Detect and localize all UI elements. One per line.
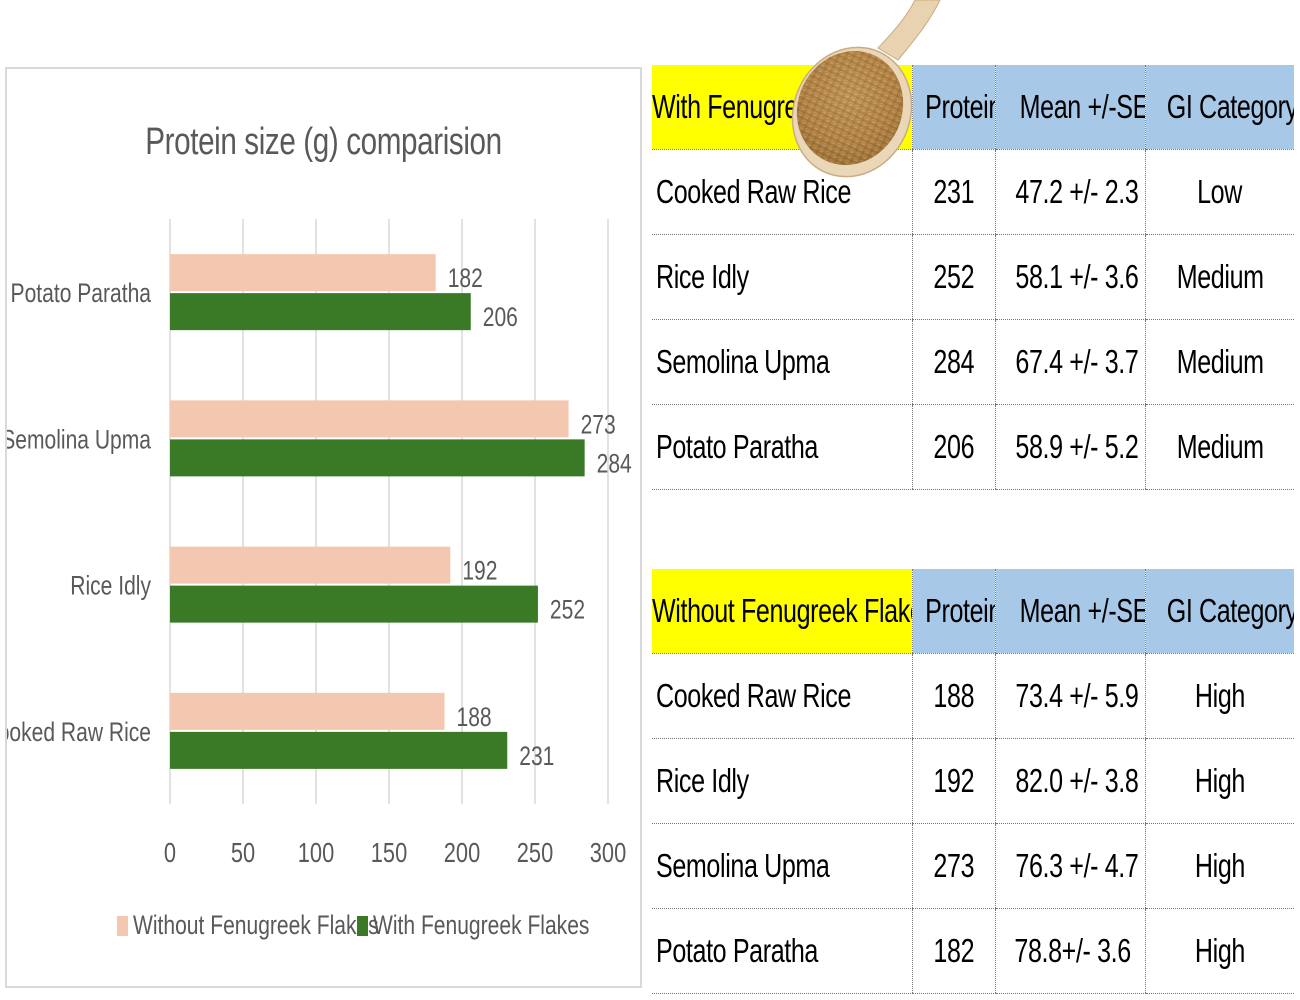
- protein-cell: 192: [911, 738, 995, 824]
- x-tick-label: 150: [371, 837, 407, 868]
- bar-without-fenugreek: [170, 692, 445, 730]
- row-name-cell: Semolina Upma: [652, 319, 912, 405]
- bar-with-fenugreek: [170, 731, 508, 769]
- x-tick-label: 50: [231, 837, 255, 868]
- chart-title: Protein size (g) comparision: [145, 121, 502, 163]
- x-tick-label: 250: [517, 837, 553, 868]
- protein-cell: 273: [911, 823, 995, 909]
- bar-without-fenugreek: [170, 254, 436, 292]
- legend-swatch: [117, 916, 128, 936]
- table-row: Potato Paratha 206 58.9 +/- 5.2 Medium: [652, 404, 1294, 490]
- category-label: Semolina Upma: [7, 425, 151, 455]
- legend-label: With Fenugreek Flakes: [373, 911, 589, 941]
- bar-with-fenugreek: [170, 585, 538, 623]
- gi-category-cell: High: [1144, 823, 1294, 909]
- gi-category-cell: High: [1144, 653, 1294, 739]
- row-name-cell: Cooked Raw Rice: [652, 653, 912, 739]
- category-label: Potato Paratha: [11, 279, 152, 309]
- row-name-cell: Rice Idly: [652, 234, 912, 320]
- header-cell-group: With Fenugreek: [652, 65, 912, 150]
- table-row: Cooked Raw Rice 188 73.4 +/- 5.9 High: [652, 653, 1294, 739]
- table-row: Cooked Raw Rice 231 47.2 +/- 2.3 Low: [652, 149, 1294, 235]
- bar-with-fenugreek: [170, 293, 471, 331]
- row-name-cell: Potato Paratha: [652, 404, 912, 490]
- x-tick-label: 0: [164, 837, 176, 868]
- mean-sem-cell: 78.8+/- 3.6: [994, 908, 1145, 994]
- row-name-cell: Cooked Raw Rice: [652, 149, 912, 235]
- data-label: 284: [597, 449, 632, 479]
- x-tick-label: 300: [590, 837, 626, 868]
- row-name-cell: Semolina Upma: [652, 823, 912, 909]
- data-label: 273: [581, 410, 616, 440]
- gi-category-cell: Medium: [1144, 234, 1294, 320]
- bar-without-fenugreek: [170, 546, 451, 584]
- mean-sem-cell: 47.2 +/- 2.3: [994, 149, 1145, 235]
- x-tick-label: 200: [444, 837, 480, 868]
- protein-cell: 231: [911, 149, 995, 235]
- chart-panel: Protein size (g) comparision 0 50 100 150 20…: [5, 67, 642, 988]
- gi-category-cell: Medium: [1144, 319, 1294, 405]
- mean-sem-cell: 73.4 +/- 5.9: [994, 653, 1145, 739]
- table-row: Semolina Upma 284 67.4 +/- 3.7 Medium: [652, 319, 1294, 405]
- table-row: Semolina Upma 273 76.3 +/- 4.7 High: [652, 823, 1294, 909]
- mean-sem-cell: 82.0 +/- 3.8: [994, 738, 1145, 824]
- protein-cell: 206: [911, 404, 995, 490]
- gi-category-cell: High: [1144, 738, 1294, 824]
- bar-with-fenugreek: [170, 439, 585, 477]
- protein-cell: 252: [911, 234, 995, 320]
- header-cell-gi-category: GI Category: [1144, 65, 1294, 150]
- category-label: Rice Idly: [70, 571, 152, 601]
- data-label: 252: [550, 595, 585, 625]
- mean-sem-cell: 58.9 +/- 5.2: [994, 404, 1145, 490]
- table-without-fenugreek: Without Fenugreek Flakes Protein Mean +/…: [652, 569, 1294, 994]
- table-with-fenugreek: With Fenugreek Protein Mean +/-SEM GI Ca…: [652, 65, 1294, 490]
- table-row: Potato Paratha 182 78.8+/- 3.6 High: [652, 908, 1294, 994]
- data-label: 192: [462, 556, 497, 586]
- table-row: Rice Idly 252 58.1 +/- 3.6 Medium: [652, 234, 1294, 320]
- table-header-row: With Fenugreek Protein Mean +/-SEM GI Ca…: [652, 65, 1294, 150]
- header-cell-protein: Protein: [911, 569, 995, 654]
- header-cell-mean-sem: Mean +/-SEM: [994, 65, 1145, 150]
- x-tick-label: 100: [298, 837, 334, 868]
- data-label: 182: [448, 264, 483, 294]
- category-label: Cooked Raw Rice: [7, 717, 151, 747]
- mean-sem-cell: 76.3 +/- 4.7: [994, 823, 1145, 909]
- data-label: 206: [483, 303, 518, 333]
- gi-category-cell: Low: [1144, 149, 1294, 235]
- legend-label: Without Fenugreek Flakes: [133, 911, 379, 941]
- data-label: 188: [456, 702, 491, 732]
- header-cell-group: Without Fenugreek Flakes: [652, 569, 912, 654]
- mean-sem-cell: 58.1 +/- 3.6: [994, 234, 1145, 320]
- header-cell-mean-sem: Mean +/-SEM: [994, 569, 1145, 654]
- data-label: 231: [519, 741, 554, 771]
- header-cell-protein: Protein: [911, 65, 995, 150]
- legend-swatch: [357, 916, 368, 936]
- protein-cell: 188: [911, 653, 995, 739]
- bar-without-fenugreek: [170, 400, 569, 438]
- mean-sem-cell: 67.4 +/- 3.7: [994, 319, 1145, 405]
- gi-category-cell: High: [1144, 908, 1294, 994]
- gi-category-cell: Medium: [1144, 404, 1294, 490]
- header-cell-gi-category: GI Category: [1144, 569, 1294, 654]
- table-header-row: Without Fenugreek Flakes Protein Mean +/…: [652, 569, 1294, 654]
- protein-cell: 284: [911, 319, 995, 405]
- row-name-cell: Rice Idly: [652, 738, 912, 824]
- row-name-cell: Potato Paratha: [652, 908, 912, 994]
- table-row: Rice Idly 192 82.0 +/- 3.8 High: [652, 738, 1294, 824]
- protein-cell: 182: [911, 908, 995, 994]
